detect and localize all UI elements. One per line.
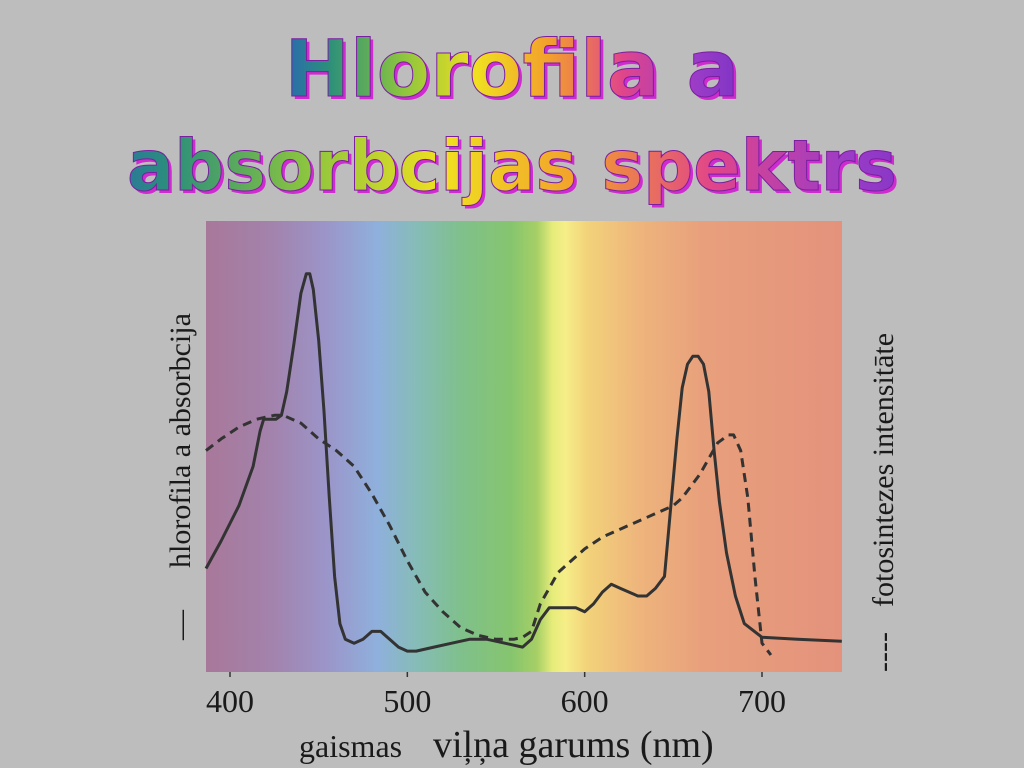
x-tick-label: 700 <box>738 683 786 719</box>
title-line-1-text: Hlorofila a <box>285 26 740 115</box>
slide-title-line-1: Hlorofila a Hlorofila a <box>0 26 1024 116</box>
right-axis-label: fotosintezes intensitāte <box>867 333 900 607</box>
title-line-2-shadow: absorbcijas spektrs <box>130 128 900 210</box>
slide-title-line-2: absorbcijas spektrs absorbcijas spektrs <box>0 128 1024 212</box>
x-tick-label: 400 <box>206 683 254 719</box>
x-tick-label: 500 <box>383 683 431 719</box>
left-axis-marker: — <box>164 609 197 641</box>
x-axis-ticks: 400 500 600 700 <box>206 672 786 719</box>
title-line-1-svg: Hlorofila a Hlorofila a <box>284 26 743 116</box>
photosynthesis-intensity-line <box>205 413 773 656</box>
title-line-2-text: absorbcijas spektrs <box>127 128 897 207</box>
chlorophyll-absorption-line <box>204 272 842 653</box>
right-axis-label-group: ---- fotosintezes intensitāte <box>867 333 900 672</box>
plot-area <box>204 272 842 656</box>
x-axis-label-prefix: gaismas <box>299 728 402 764</box>
right-axis-marker: ---- <box>867 632 900 672</box>
title-line-1-shadow: Hlorofila a <box>288 28 743 116</box>
title-line-2-svg: absorbcijas spektrs absorbcijas spektrs <box>127 128 900 210</box>
x-axis-label-main: viļņa garums (nm) <box>433 724 714 766</box>
left-axis-label-group: — hlorofila a absorbcija <box>164 313 197 641</box>
x-tick-label: 600 <box>561 683 609 719</box>
left-axis-label: hlorofila a absorbcija <box>164 313 197 568</box>
